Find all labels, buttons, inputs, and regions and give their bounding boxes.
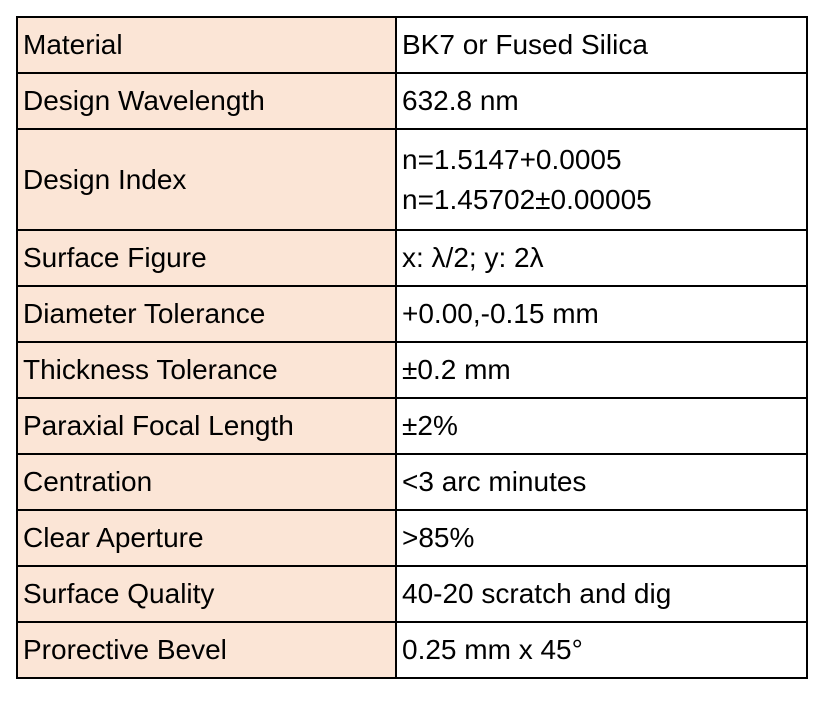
table-row: Surface Quality 40-20 scratch and dig [16, 565, 808, 623]
cell-line: n=1.5147+0.0005 [402, 143, 622, 175]
label-cell: Material [16, 16, 397, 74]
label-cell: Design Index [16, 128, 397, 231]
table-body: Material BK7 or Fused Silica Design Wavele… [16, 16, 808, 679]
table-row: Surface Figure x: λ/2; y: 2λ [16, 229, 808, 287]
table-row: Prorective Bevel 0.25 mm x 45° [16, 621, 808, 679]
table-row: Material BK7 or Fused Silica [16, 16, 808, 74]
table-row: Centration <3 arc minutes [16, 453, 808, 511]
value-cell: n=1.5147+0.0005 n=1.45702±0.00005 [395, 128, 808, 231]
cell-line: n=1.45702±0.00005 [402, 183, 652, 215]
label-cell: Surface Quality [16, 565, 397, 623]
spec-table: Material BK7 or Fused Silica Design Wavele… [16, 16, 808, 679]
value-cell: 40-20 scratch and dig [395, 565, 808, 623]
label-cell: Design Wavelength [16, 72, 397, 130]
label-cell: Clear Aperture [16, 509, 397, 567]
table-row: Design Index n=1.5147+0.0005 n=1.45702±0.0… [16, 128, 808, 231]
table-row: Paraxial Focal Length ±2% [16, 397, 808, 455]
table-row: Thickness Tolerance ±0.2 mm [16, 341, 808, 399]
table-row: Clear Aperture >85% [16, 509, 808, 567]
table-row: Diameter Tolerance +0.00,-0.15 mm [16, 285, 808, 343]
value-cell: 632.8 nm [395, 72, 808, 130]
label-cell: Surface Figure [16, 229, 397, 287]
value-cell: ±2% [395, 397, 808, 455]
label-cell: Prorective Bevel [16, 621, 397, 679]
label-cell: Diameter Tolerance [16, 285, 397, 343]
value-cell: x: λ/2; y: 2λ [395, 229, 808, 287]
label-cell: Thickness Tolerance [16, 341, 397, 399]
value-cell: +0.00,-0.15 mm [395, 285, 808, 343]
table-row: Design Wavelength 632.8 nm [16, 72, 808, 130]
value-cell: 0.25 mm x 45° [395, 621, 808, 679]
value-cell: <3 arc minutes [395, 453, 808, 511]
value-cell: >85% [395, 509, 808, 567]
label-cell: Paraxial Focal Length [16, 397, 397, 455]
value-cell: BK7 or Fused Silica [395, 16, 808, 74]
label-cell: Centration [16, 453, 397, 511]
value-cell: ±0.2 mm [395, 341, 808, 399]
